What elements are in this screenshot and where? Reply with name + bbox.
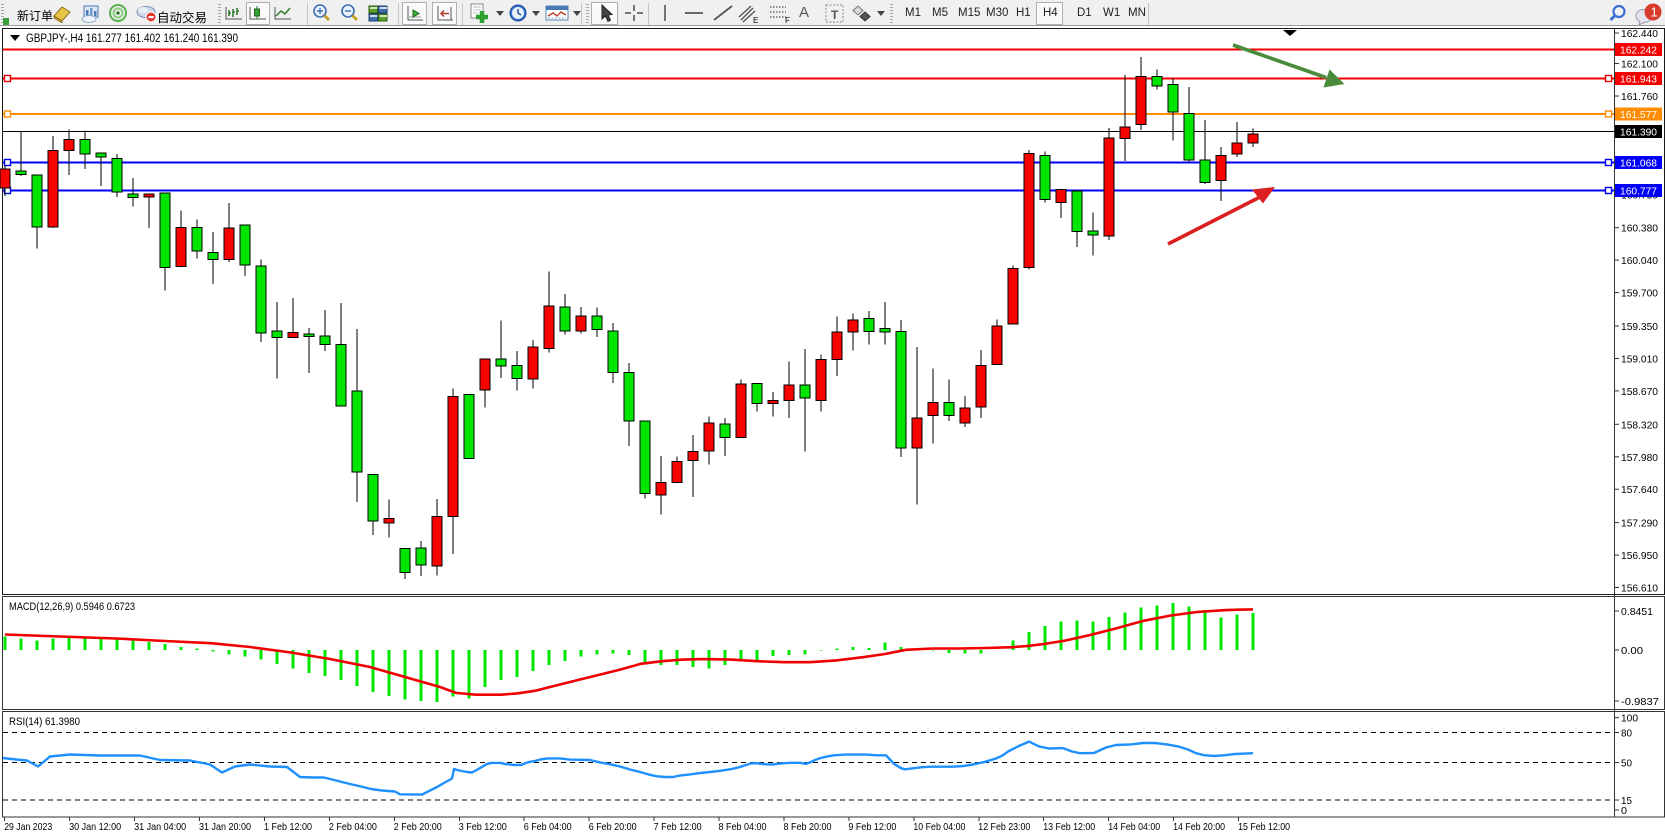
svg-text:158.320: 158.320 bbox=[1621, 419, 1658, 431]
svg-text:80: 80 bbox=[1621, 728, 1632, 740]
svg-text:162.242: 162.242 bbox=[1620, 45, 1657, 57]
svg-text:29 Jan 2023: 29 Jan 2023 bbox=[4, 821, 52, 833]
svg-text:-0.9837: -0.9837 bbox=[1621, 696, 1659, 708]
svg-text:159.010: 159.010 bbox=[1621, 354, 1658, 366]
svg-text:157.980: 157.980 bbox=[1621, 452, 1658, 464]
svg-text:0: 0 bbox=[1621, 805, 1627, 817]
svg-text:156.950: 156.950 bbox=[1621, 550, 1658, 562]
svg-text:2 Feb 20:00: 2 Feb 20:00 bbox=[394, 821, 442, 833]
svg-text:8 Feb 20:00: 8 Feb 20:00 bbox=[784, 821, 832, 833]
svg-text:1 Feb 12:00: 1 Feb 12:00 bbox=[264, 821, 312, 833]
svg-text:157.640: 157.640 bbox=[1621, 484, 1658, 496]
svg-text:15: 15 bbox=[1621, 795, 1632, 807]
svg-text:14 Feb 04:00: 14 Feb 04:00 bbox=[1108, 821, 1160, 833]
svg-text:8 Feb 04:00: 8 Feb 04:00 bbox=[719, 821, 767, 833]
svg-text:F: F bbox=[785, 16, 790, 25]
svg-text:RSI(14) 61.3980: RSI(14) 61.3980 bbox=[9, 716, 80, 728]
svg-text:GBPJPY-,H4 161.277 161.402 16: GBPJPY-,H4 161.277 161.402 161.240 161.3… bbox=[26, 33, 238, 45]
svg-text:100: 100 bbox=[1621, 713, 1638, 725]
svg-text:159.350: 159.350 bbox=[1621, 321, 1658, 333]
svg-text:31 Jan 04:00: 31 Jan 04:00 bbox=[134, 821, 186, 833]
svg-text:158.670: 158.670 bbox=[1621, 386, 1658, 398]
svg-text:0.8451: 0.8451 bbox=[1621, 606, 1653, 618]
svg-text:T: T bbox=[831, 8, 839, 22]
svg-text:15 Feb 12:00: 15 Feb 12:00 bbox=[1238, 821, 1290, 833]
svg-text:MACD(12,26,9) 0.5946 0.6723: MACD(12,26,9) 0.5946 0.6723 bbox=[9, 601, 135, 613]
svg-text:30 Jan 12:00: 30 Jan 12:00 bbox=[69, 821, 121, 833]
svg-text:12 Feb 23:00: 12 Feb 23:00 bbox=[978, 821, 1030, 833]
svg-text:0.00: 0.00 bbox=[1621, 645, 1643, 657]
svg-text:6 Feb 20:00: 6 Feb 20:00 bbox=[589, 821, 637, 833]
svg-text:161.760: 161.760 bbox=[1621, 91, 1658, 103]
svg-text:50: 50 bbox=[1621, 758, 1632, 770]
svg-text:9 Feb 12:00: 9 Feb 12:00 bbox=[848, 821, 896, 833]
svg-text:160.777: 160.777 bbox=[1620, 186, 1657, 198]
svg-text:3 Feb 12:00: 3 Feb 12:00 bbox=[459, 821, 507, 833]
svg-text:E: E bbox=[753, 16, 758, 25]
svg-text:159.700: 159.700 bbox=[1621, 288, 1658, 300]
svg-text:7 Feb 12:00: 7 Feb 12:00 bbox=[654, 821, 702, 833]
svg-text:161.577: 161.577 bbox=[1620, 109, 1657, 121]
svg-text:14 Feb 20:00: 14 Feb 20:00 bbox=[1173, 821, 1225, 833]
svg-text:156.610: 156.610 bbox=[1621, 583, 1658, 595]
svg-text:161.068: 161.068 bbox=[1620, 158, 1657, 170]
svg-text:157.290: 157.290 bbox=[1621, 518, 1658, 530]
svg-text:162.100: 162.100 bbox=[1621, 59, 1658, 71]
svg-text:161.390: 161.390 bbox=[1620, 127, 1657, 139]
svg-text:162.440: 162.440 bbox=[1621, 28, 1658, 40]
svg-text:10 Feb 04:00: 10 Feb 04:00 bbox=[913, 821, 965, 833]
svg-text:160.040: 160.040 bbox=[1621, 255, 1658, 267]
svg-text:6 Feb 04:00: 6 Feb 04:00 bbox=[524, 821, 572, 833]
svg-text:2 Feb 04:00: 2 Feb 04:00 bbox=[329, 821, 377, 833]
svg-text:13 Feb 12:00: 13 Feb 12:00 bbox=[1043, 821, 1095, 833]
svg-text:1: 1 bbox=[1651, 5, 1658, 20]
svg-text:31 Jan 20:00: 31 Jan 20:00 bbox=[199, 821, 251, 833]
svg-text:161.943: 161.943 bbox=[1620, 74, 1657, 86]
svg-text:160.380: 160.380 bbox=[1621, 223, 1658, 235]
